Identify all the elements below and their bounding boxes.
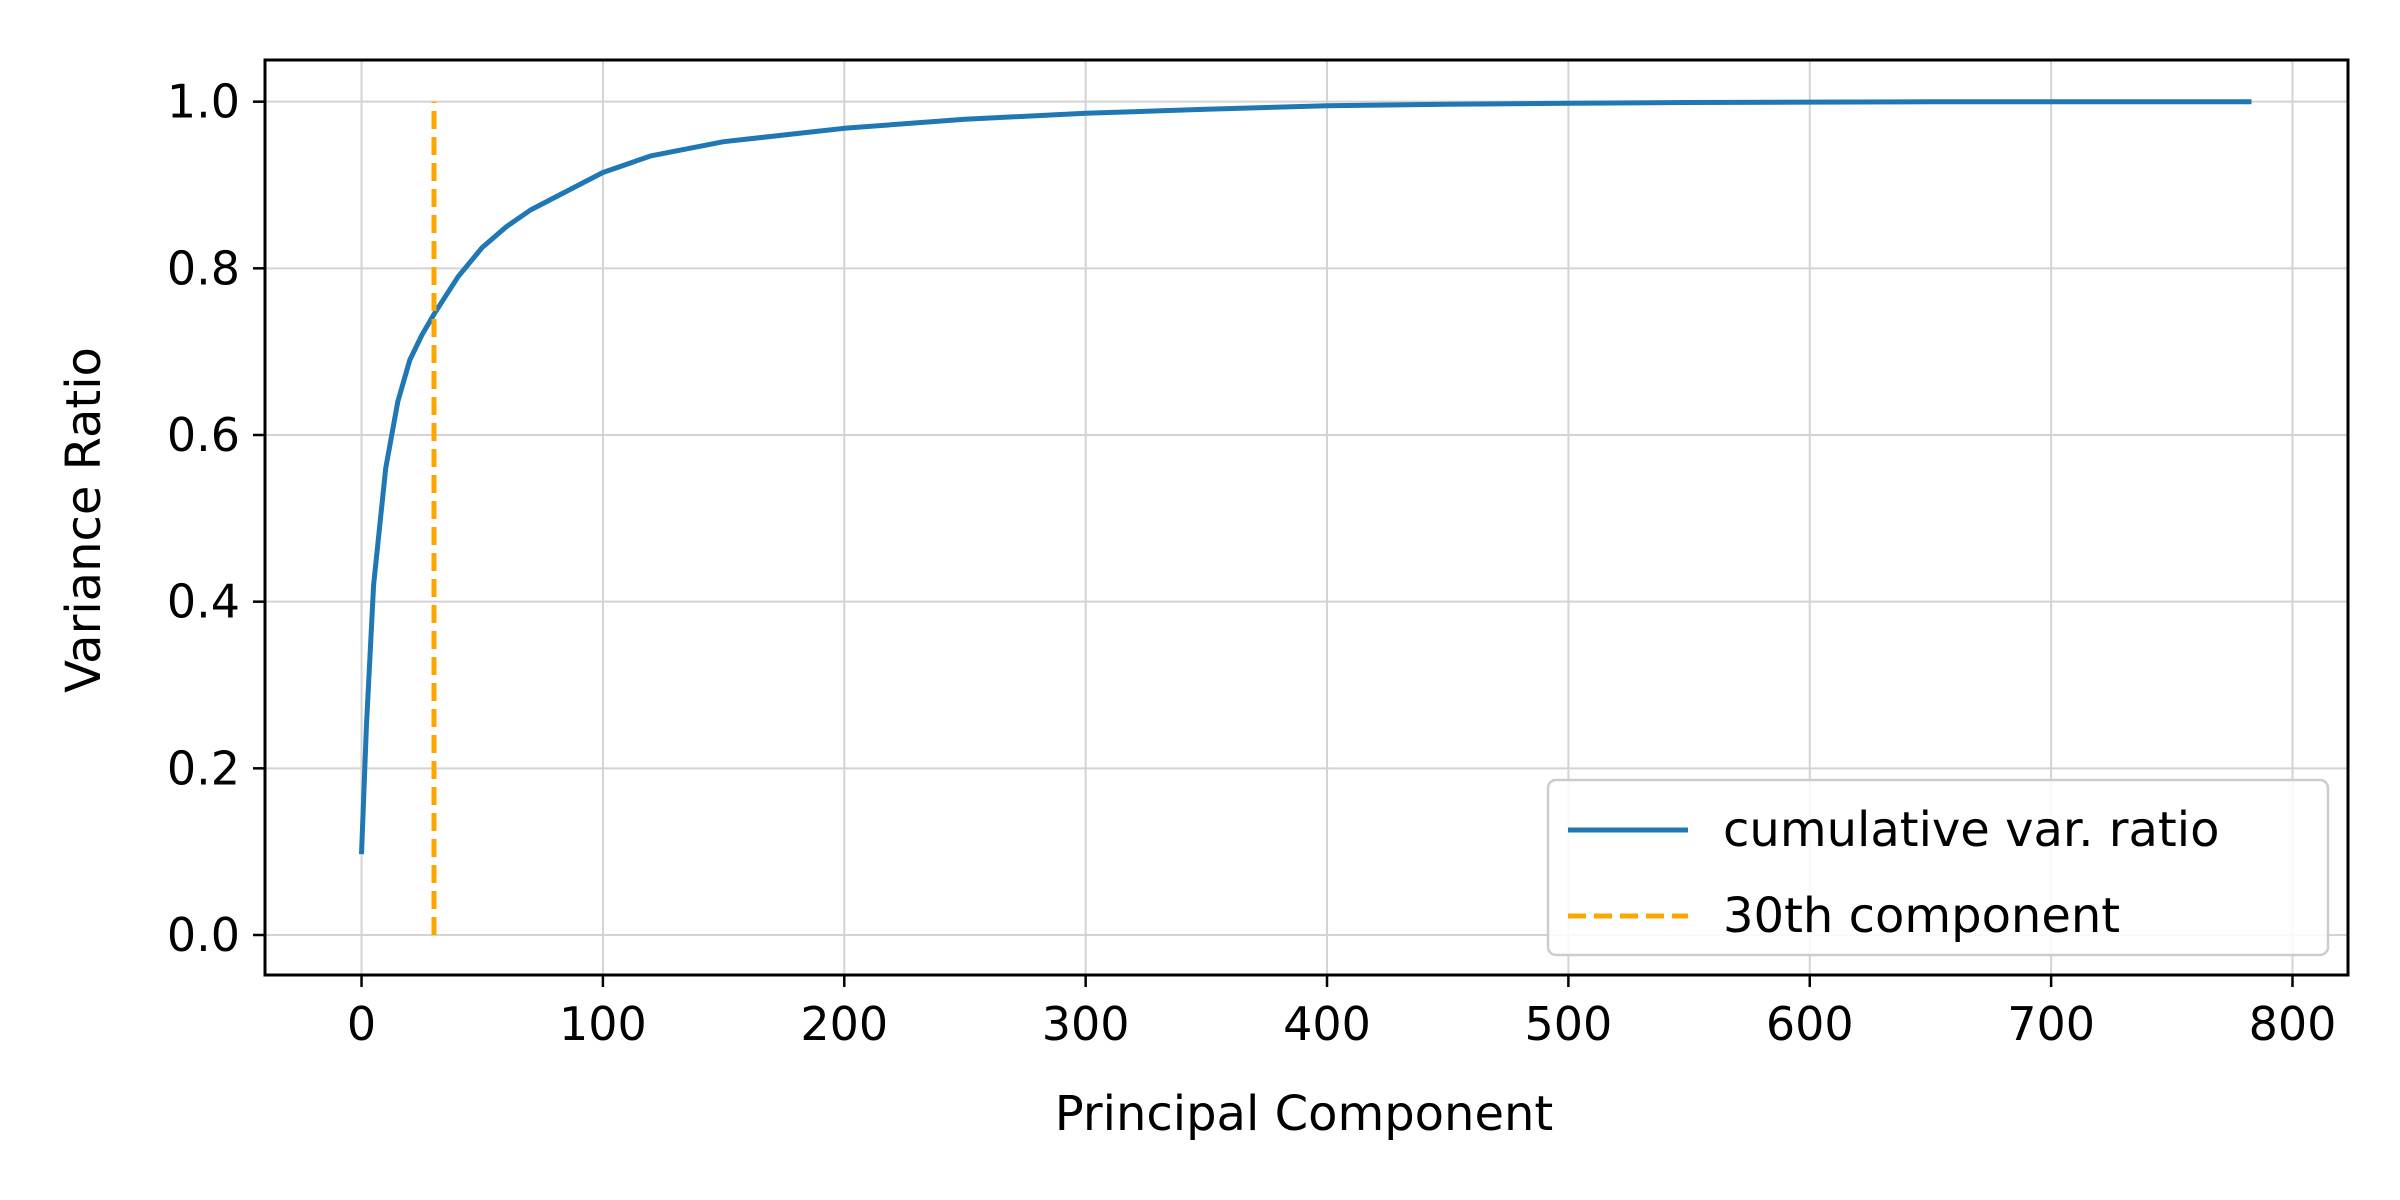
x-tick-label: 600 bbox=[1766, 997, 1854, 1051]
y-tick-label: 0.8 bbox=[167, 241, 240, 295]
y-axis-label: Variance Ratio bbox=[56, 347, 112, 693]
ticks-layer: 0 100 200 300 400 500 600 700 800 0.0 0.2 0.4 0.6 0.8… bbox=[167, 75, 2337, 1051]
x-tick-label: 0 bbox=[347, 997, 376, 1051]
y-tick-label: 0.2 bbox=[167, 741, 240, 795]
y-tick-label: 0.4 bbox=[167, 575, 240, 629]
x-tick-label: 700 bbox=[2007, 997, 2095, 1051]
y-tick-label: 0.6 bbox=[167, 408, 240, 462]
y-tick-label: 0.0 bbox=[167, 908, 240, 962]
legend-label: cumulative var. ratio bbox=[1723, 802, 2219, 858]
legend-box bbox=[1546, 778, 2330, 957]
series-layer bbox=[359, 99, 2252, 935]
x-tick-label: 800 bbox=[2249, 997, 2337, 1051]
axes-frame bbox=[263, 58, 2350, 977]
x-tick-label: 200 bbox=[800, 997, 888, 1051]
legend-label: 30th component bbox=[1723, 888, 2120, 944]
legend: cumulative var. ratio 30th component bbox=[1546, 778, 2330, 957]
x-tick-label: 300 bbox=[1042, 997, 1130, 1051]
x-tick-label: 500 bbox=[1524, 997, 1612, 1051]
series-cumulative-var-ratio-line bbox=[359, 99, 2252, 855]
x-tick-label: 100 bbox=[559, 997, 647, 1051]
x-tick-label: 400 bbox=[1283, 997, 1371, 1051]
y-tick-label: 1.0 bbox=[167, 75, 240, 129]
x-axis-label: Principal Component bbox=[1055, 1086, 1553, 1142]
